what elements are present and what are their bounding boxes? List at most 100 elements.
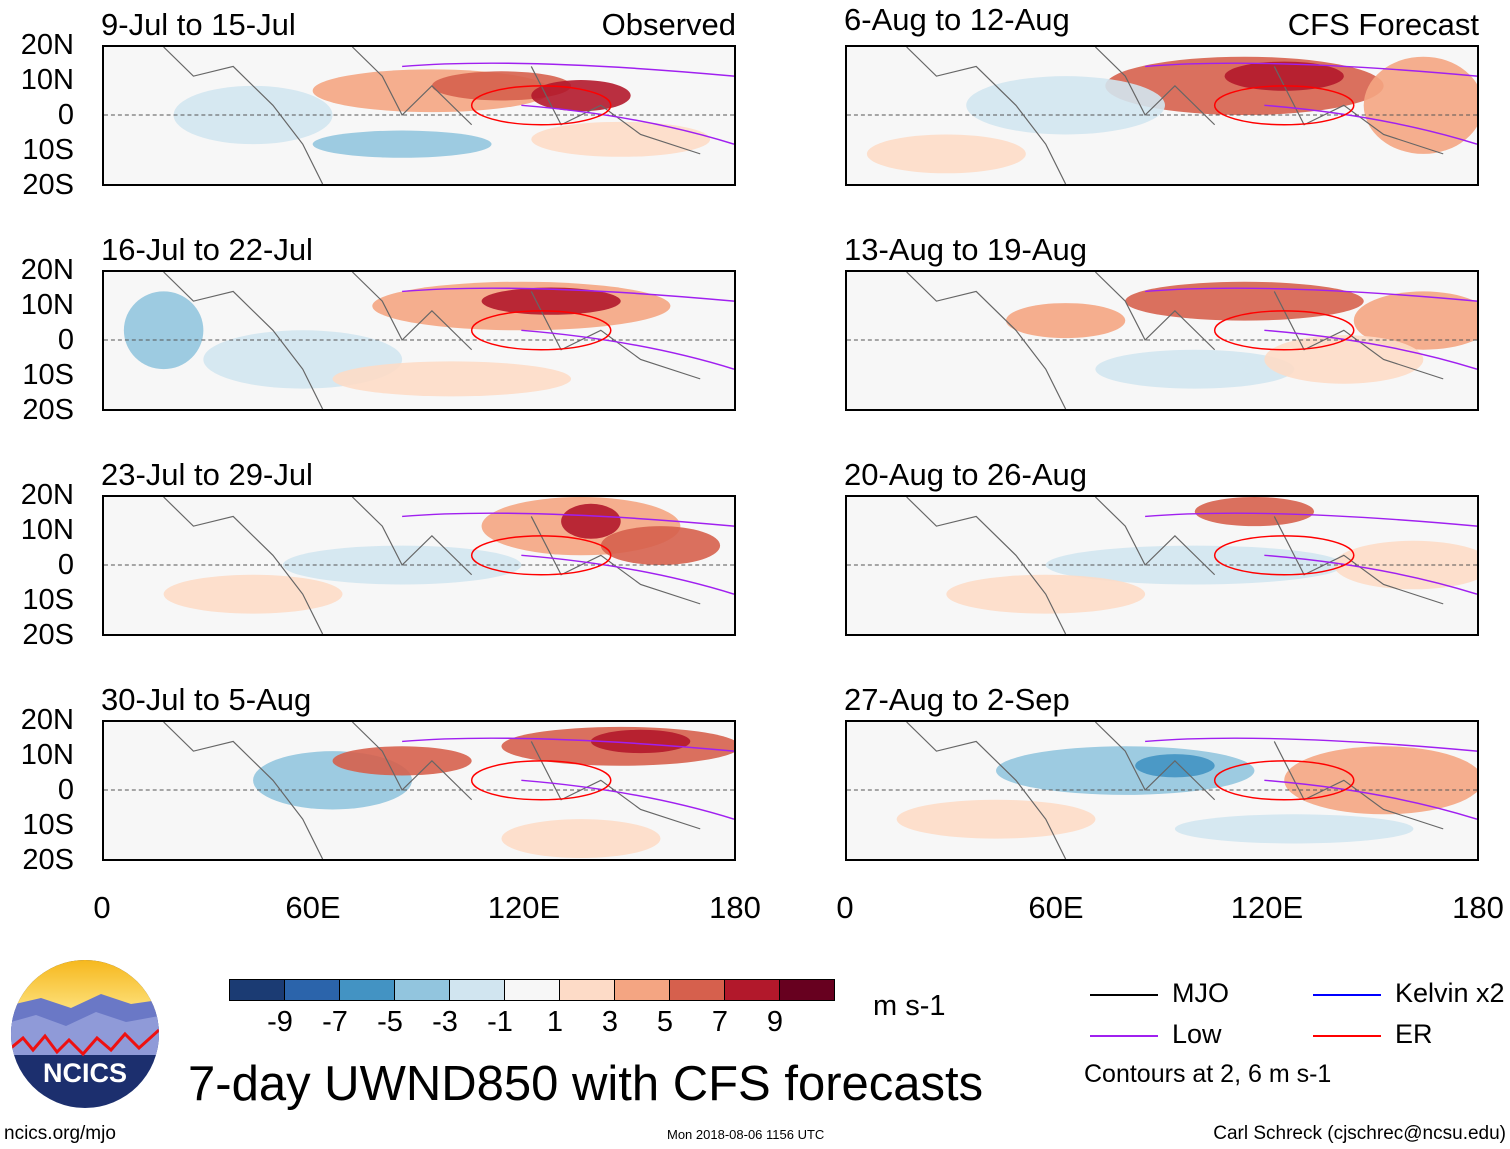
- coastline: [163, 272, 701, 409]
- latitude-label: 10N: [20, 739, 74, 771]
- er-contour: [470, 310, 612, 351]
- anomaly-map-panel: [845, 720, 1479, 861]
- coastline: [163, 47, 701, 184]
- low-contour: [1145, 737, 1477, 820]
- anomaly-region: [590, 729, 691, 754]
- latitude-label: 10S: [22, 809, 74, 841]
- coastline: [906, 272, 1444, 409]
- anomaly-region: [1284, 746, 1477, 815]
- low-contour: [402, 287, 734, 370]
- footer-url[interactable]: ncics.org/mjo: [4, 1123, 116, 1144]
- colorbar-label: 3: [601, 1006, 619, 1038]
- anomaly-region: [896, 799, 1096, 839]
- legend-label: ER: [1395, 1019, 1433, 1049]
- er-contour: [1213, 310, 1355, 351]
- anomaly-region: [1194, 497, 1315, 527]
- panel-tag: CFS Forecast: [1287, 7, 1479, 42]
- colorbar-swatch: [229, 979, 285, 1001]
- footer-credit: Carl Schreck (cjschrec@ncsu.edu): [1213, 1123, 1506, 1144]
- coastline: [906, 722, 1444, 859]
- latitude-label: 20N: [20, 29, 74, 61]
- longitude-label: 0: [93, 890, 111, 925]
- anomaly-map-panel: [102, 270, 736, 411]
- panel-title: 13-Aug to 19-Aug: [844, 232, 1088, 267]
- anomaly-map-panel: [845, 45, 1479, 186]
- anomaly-map-panel: [102, 45, 736, 186]
- latitude-label: 0: [57, 549, 74, 581]
- colorbar-swatch: [339, 979, 395, 1001]
- figure-title: 7-day UWND850 with CFS forecasts: [188, 1057, 984, 1111]
- anomaly-region: [1353, 291, 1477, 350]
- colorbar-swatch: [724, 979, 780, 1001]
- panel-title: 27-Aug to 2-Sep: [844, 682, 1070, 717]
- legend-line-mjo: [1090, 994, 1158, 996]
- latitude-label: 10N: [20, 64, 74, 96]
- colorbar-swatch: [284, 979, 340, 1001]
- colorbar-label: -3: [432, 1006, 458, 1038]
- colorbar-label: 9: [766, 1006, 784, 1038]
- longitude-label: 120E: [487, 890, 561, 925]
- longitude-label: 180: [1452, 890, 1504, 925]
- coastline: [163, 722, 701, 859]
- latitude-label: 20S: [22, 169, 74, 201]
- anomaly-region: [1125, 281, 1364, 321]
- latitude-label: 20N: [20, 479, 74, 511]
- anomaly-region: [312, 130, 492, 158]
- anomaly-region: [163, 574, 343, 614]
- latitude-label: 10S: [22, 584, 74, 616]
- longitude-label: 120E: [1230, 890, 1304, 925]
- latitude-label: 10S: [22, 359, 74, 391]
- latitude-label: 20S: [22, 394, 74, 426]
- anomaly-region: [1264, 335, 1424, 384]
- latitude-label: 10S: [22, 134, 74, 166]
- anomaly-region: [481, 287, 621, 315]
- panel-title: 23-Jul to 29-Jul: [101, 457, 313, 492]
- latitude-label: 20S: [22, 844, 74, 876]
- legend-line-low: [1090, 1035, 1158, 1037]
- low-contour: [402, 737, 734, 820]
- er-contour: [470, 85, 612, 126]
- latitude-label: 0: [57, 774, 74, 806]
- er-contour: [1213, 535, 1355, 576]
- anomaly-map-panel: [845, 495, 1479, 636]
- coastline: [906, 47, 1444, 184]
- coastline: [163, 497, 701, 634]
- anomaly-region: [1224, 61, 1344, 91]
- anomaly-region: [996, 746, 1255, 795]
- panel-title: 30-Jul to 5-Aug: [101, 682, 312, 717]
- colorbar-units: m s-1: [873, 990, 946, 1022]
- anomaly-region: [531, 80, 631, 112]
- anomaly-map-panel: [102, 720, 736, 861]
- latitude-label: 10N: [20, 289, 74, 321]
- colorbar-swatch: [779, 979, 835, 1001]
- latitude-label: 0: [57, 324, 74, 356]
- low-contour: [402, 62, 734, 145]
- colorbar-label: 1: [546, 1006, 564, 1038]
- anomaly-region: [1135, 754, 1215, 778]
- anomaly-map-panel: [102, 495, 736, 636]
- anomaly-region: [561, 503, 621, 539]
- longitude-label: 60E: [1028, 890, 1084, 925]
- legend-label: Low: [1172, 1019, 1222, 1049]
- colorbar-label: -9: [267, 1006, 293, 1038]
- ncics-logo: NCICS: [11, 960, 159, 1108]
- er-contour: [470, 760, 612, 801]
- colorbar-label: -5: [377, 1006, 403, 1038]
- footer-timestamp: Mon 2018-08-06 1156 UTC: [667, 1127, 825, 1142]
- anomaly-region: [1174, 814, 1414, 844]
- legend-line-kelvin-x2: [1313, 994, 1381, 996]
- low-contour: [1145, 512, 1477, 595]
- panel-title: 16-Jul to 22-Jul: [101, 232, 313, 267]
- low-contour: [1145, 62, 1477, 145]
- anomaly-region: [332, 361, 572, 397]
- anomaly-map-panel: [845, 270, 1479, 411]
- low-contour: [1145, 287, 1477, 370]
- colorbar-swatch: [449, 979, 505, 1001]
- low-contour: [402, 512, 734, 595]
- latitude-label: 20N: [20, 254, 74, 286]
- anomaly-region: [123, 291, 204, 370]
- colorbar-label: -1: [487, 1006, 513, 1038]
- latitude-label: 20N: [20, 704, 74, 736]
- latitude-label: 10N: [20, 514, 74, 546]
- colorbar-swatch: [394, 979, 450, 1001]
